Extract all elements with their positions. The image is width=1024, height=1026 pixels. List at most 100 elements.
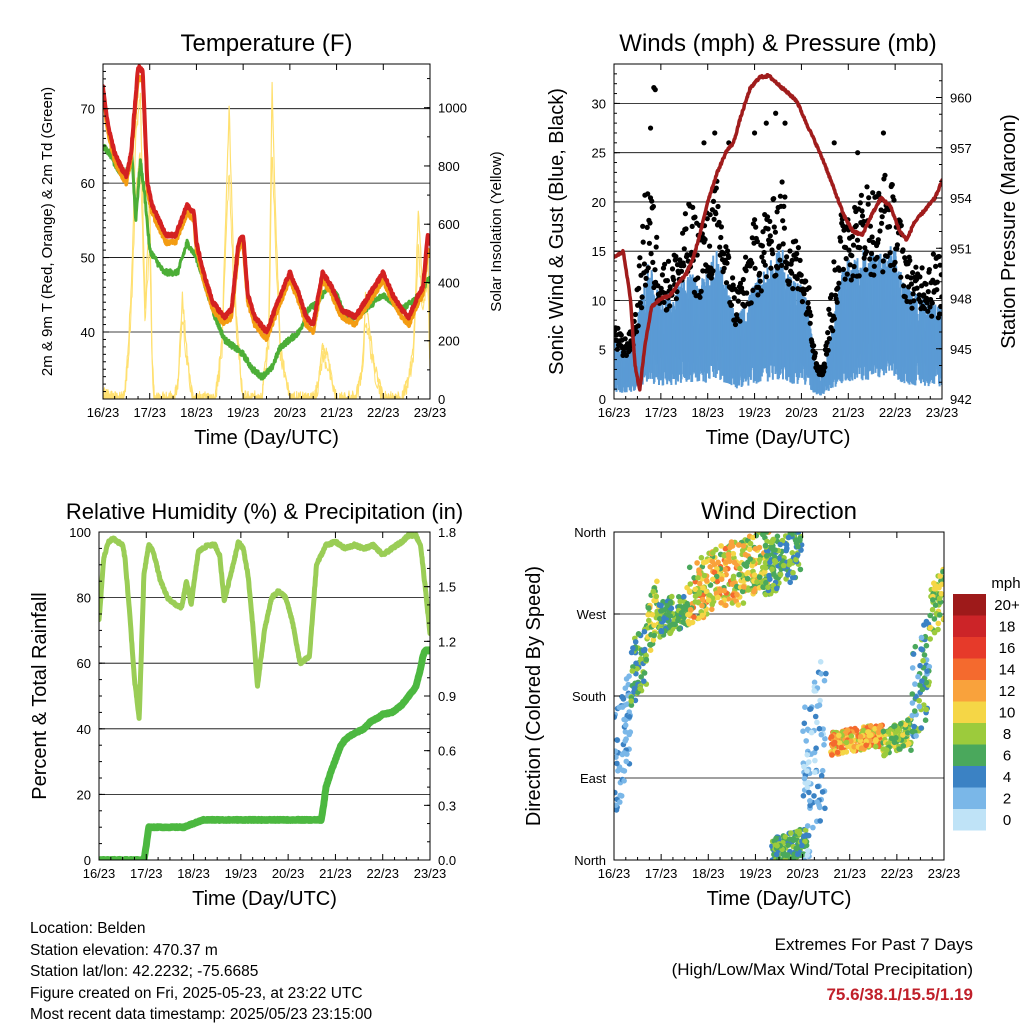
gust-point — [857, 200, 863, 206]
direction-point — [637, 685, 643, 692]
gust-point — [737, 280, 744, 286]
gust-point — [684, 252, 690, 258]
direction-point — [650, 637, 657, 643]
direction-point — [816, 702, 823, 708]
gust-point — [829, 292, 835, 298]
station-latlon: Station lat/lon: 42.2232; -75.6685 — [30, 963, 259, 980]
gust-point — [681, 263, 687, 269]
direction-point — [810, 824, 816, 831]
gust-point — [884, 253, 890, 259]
direction-point — [786, 836, 793, 842]
relative-humidity-line — [99, 532, 430, 721]
direction-point — [762, 591, 769, 598]
gust-peak-point — [652, 87, 658, 93]
direction-point — [804, 823, 811, 829]
direction-point — [700, 585, 706, 591]
gust-point — [934, 287, 940, 293]
gust-point — [755, 292, 761, 298]
direction-point — [692, 586, 699, 593]
direction-point — [800, 793, 807, 799]
direction-point — [714, 578, 721, 585]
gust-point — [916, 292, 922, 298]
direction-point — [884, 747, 890, 753]
direction-point — [686, 564, 693, 571]
direction-point — [699, 596, 706, 603]
direction-point — [710, 576, 716, 583]
gust-point — [840, 223, 846, 229]
direction-point — [922, 717, 929, 723]
direction-point — [621, 778, 627, 784]
gust-point — [824, 340, 830, 346]
y-tick-label: West — [577, 607, 607, 622]
legend-label: 16 — [999, 640, 1016, 657]
gust-point — [870, 239, 876, 245]
gust-point — [669, 266, 676, 272]
direction-point — [630, 645, 636, 651]
direction-point — [933, 584, 939, 590]
direction-point — [811, 688, 817, 694]
gust-point — [925, 308, 931, 314]
direction-point — [780, 851, 786, 858]
direction-point — [857, 733, 864, 740]
direction-point — [626, 731, 632, 738]
direction-point — [705, 597, 712, 603]
direction-point — [848, 733, 855, 739]
direction-point — [881, 752, 887, 759]
gust-point — [760, 229, 766, 235]
gust-point — [641, 261, 648, 267]
legend-swatch — [953, 594, 986, 616]
gust-point — [859, 208, 865, 214]
gust-point — [743, 254, 749, 260]
figure-created: Figure created on Fri, 2025-05-23, at 23… — [30, 984, 363, 1002]
direction-point — [920, 657, 926, 664]
direction-point — [649, 611, 656, 618]
direction-point — [718, 543, 724, 549]
gust-point — [863, 267, 869, 273]
gust-point — [858, 192, 865, 198]
direction-point — [735, 602, 742, 608]
y-tick-label: 25 — [592, 146, 606, 161]
gust-point — [806, 305, 812, 311]
direction-point — [913, 733, 919, 739]
direction-point — [918, 634, 925, 641]
direction-point — [785, 534, 792, 541]
x-tick-label: 21/23 — [832, 405, 865, 420]
direction-point — [801, 720, 808, 727]
y2-tick-label: 960 — [950, 91, 972, 106]
direction-point — [631, 685, 638, 692]
direction-point — [909, 700, 916, 706]
gust-point — [765, 226, 771, 232]
direction-point — [740, 543, 747, 549]
gust-point — [887, 250, 893, 256]
gust-point — [654, 234, 660, 240]
gust-point — [767, 233, 773, 239]
gust-point — [698, 288, 704, 294]
direction-point — [853, 727, 860, 734]
direction-point — [830, 741, 837, 747]
direction-point — [622, 722, 629, 728]
y-axis-label: Sonic Wind & Gust (Blue, Black) — [546, 88, 568, 375]
direction-point — [729, 581, 736, 587]
direction-point — [619, 704, 626, 710]
gust-point — [716, 219, 722, 225]
gust-point — [770, 251, 776, 257]
direction-point — [762, 560, 769, 566]
direction-point — [911, 723, 917, 730]
gust-point — [643, 275, 649, 281]
legend-swatch — [953, 680, 986, 702]
direction-point — [716, 586, 723, 592]
direction-point — [850, 748, 857, 754]
gust-point — [874, 254, 880, 260]
direction-point — [623, 758, 630, 765]
gust-point — [780, 241, 786, 247]
gust-point — [853, 223, 859, 229]
legend-swatch — [953, 787, 986, 809]
gust-point — [806, 285, 812, 291]
gust-point — [919, 265, 925, 271]
direction-point — [632, 697, 639, 704]
direction-point — [709, 606, 715, 613]
gust-point — [681, 246, 687, 252]
gust-point — [659, 272, 666, 278]
direction-point — [780, 562, 787, 569]
gust-point — [869, 234, 875, 240]
